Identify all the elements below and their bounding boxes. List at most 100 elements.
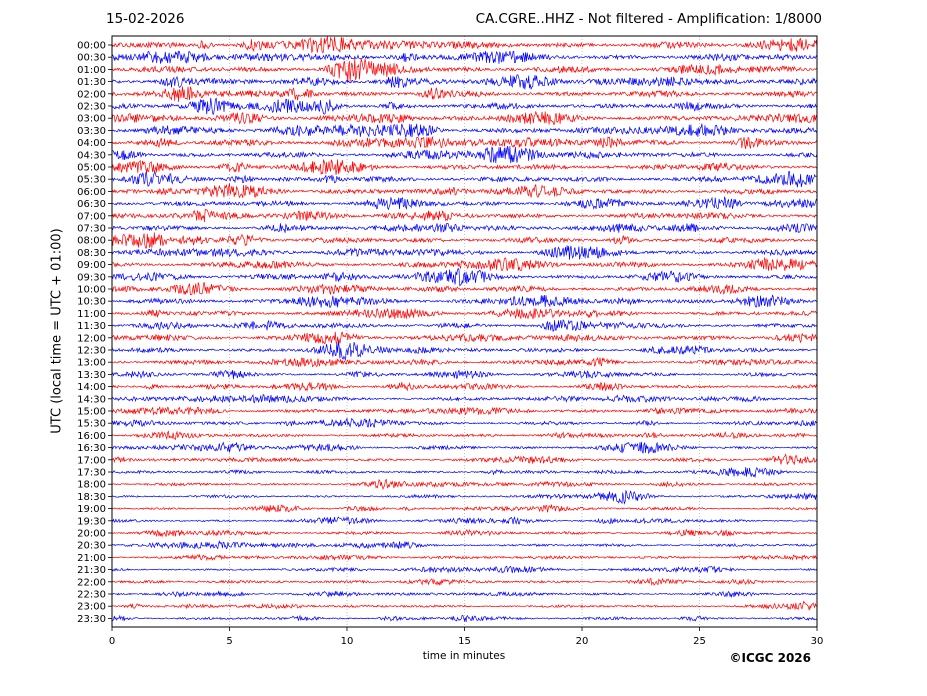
trace-0730 [111,222,818,233]
trace-0100 [111,58,818,82]
x-tick-label: 30 [811,636,824,647]
x-tick-label: 20 [576,636,589,647]
trace-0430 [111,145,818,164]
x-tick-label: 25 [693,636,706,647]
row-label: 22:00 [77,577,106,588]
trace-1630 [111,441,818,455]
trace-0230 [111,97,818,116]
row-label: 13:00 [77,358,106,369]
row-label: 17:00 [77,455,106,466]
trace-2130 [111,565,818,574]
trace-1800 [111,478,818,491]
row-label: 02:30 [77,102,106,113]
trace-2100 [111,553,818,562]
row-label: 22:30 [77,590,106,601]
x-tick-label: 10 [341,636,354,647]
row-label: 14:00 [77,382,106,393]
station-title: CA.CGRE..HHZ - Not filtered - Amplificat… [475,11,822,27]
trace-0600 [111,183,818,199]
row-label: 01:30 [77,77,106,88]
row-label: 10:00 [77,285,106,296]
trace-0800 [111,232,818,249]
trace-1330 [111,369,818,380]
trace-1230 [111,341,818,362]
row-label: 16:00 [77,431,106,442]
row-label: 16:30 [77,443,106,454]
x-tick-label: 15 [458,636,471,647]
trace-0830 [111,245,818,260]
trace-0330 [111,123,818,138]
copyright-label: ©ICGC 2026 [729,651,811,665]
trace-1100 [111,307,818,320]
trace-2330 [111,614,818,623]
row-label: 00:30 [77,53,106,64]
row-label: 06:30 [77,199,106,210]
x-tick-label: 0 [109,636,115,647]
row-label: 08:30 [77,248,106,259]
row-label: 08:00 [77,236,106,247]
trace-0300 [111,110,818,126]
row-label: 07:30 [77,224,106,235]
trace-0630 [111,196,818,211]
trace-1400 [111,381,818,392]
trace-0400 [111,136,818,149]
trace-0030 [111,50,818,64]
row-label: 18:00 [77,480,106,491]
row-label: 06:00 [77,187,106,198]
trace-1200 [111,331,818,345]
row-label: 04:30 [77,150,106,161]
row-label: 03:00 [77,114,106,125]
row-label: 05:00 [77,163,106,174]
trace-0200 [111,86,818,102]
row-label: 21:30 [77,565,106,576]
row-label: 19:00 [77,504,106,515]
trace-1830 [111,489,818,505]
trace-0700 [111,208,818,223]
row-label: 12:00 [77,333,106,344]
trace-1600 [111,430,818,441]
trace-1500 [111,406,818,416]
trace-1130 [111,319,818,332]
plot-frame [111,35,818,628]
trace-2200 [111,577,818,586]
row-label: 07:00 [77,211,106,222]
trace-0900 [111,256,818,272]
trace-0000 [111,36,818,54]
trace-2230 [111,590,818,599]
row-label: 11:00 [77,309,106,320]
trace-1030 [111,294,818,308]
row-label: 15:00 [77,407,106,418]
row-label: 09:00 [77,260,106,271]
trace-0500 [111,159,818,175]
row-label: 09:30 [77,272,106,283]
trace-1700 [111,453,818,466]
date-label: 15-02-2026 [106,11,185,27]
row-label: 12:30 [77,346,106,357]
row-label: 17:30 [77,468,106,479]
row-label: 13:30 [77,370,106,381]
row-label: 03:30 [77,126,106,137]
trace-0130 [111,74,818,90]
row-label: 20:30 [77,541,106,552]
row-label: 02:00 [77,89,106,100]
trace-0530 [111,171,818,188]
trace-1900 [111,504,818,513]
trace-1930 [111,516,818,526]
row-label: 23:30 [77,614,106,625]
row-label: 20:00 [77,529,106,540]
trace-2030 [111,539,818,550]
row-label: 05:30 [77,175,106,186]
trace-1530 [111,417,818,428]
trace-1430 [111,393,818,404]
x-tick-label: 5 [226,636,232,647]
row-label: 00:00 [77,41,106,52]
row-label: 21:00 [77,553,106,564]
trace-1300 [111,356,818,368]
row-label: 04:00 [77,138,106,149]
row-label: 18:30 [77,492,106,503]
row-label: 01:00 [77,65,106,76]
row-label: 11:30 [77,321,106,332]
trace-1000 [111,282,818,296]
trace-1730 [111,467,818,478]
